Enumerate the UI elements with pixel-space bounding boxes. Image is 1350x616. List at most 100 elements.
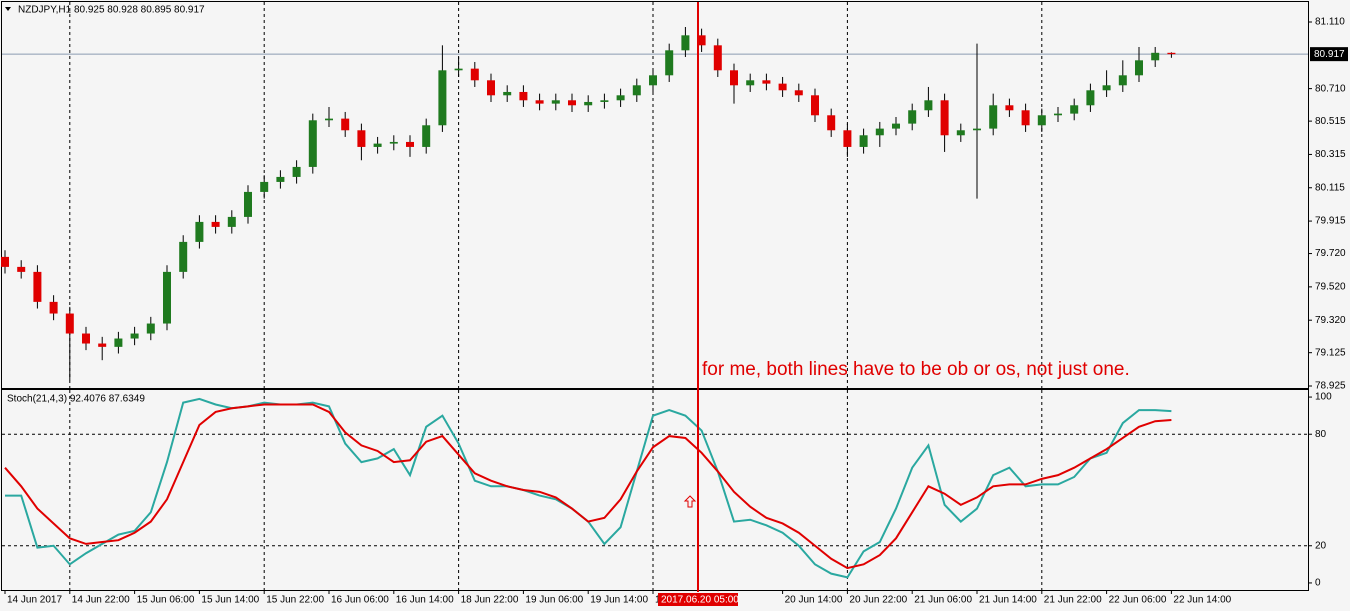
candle-body (584, 101, 593, 106)
candle-body (892, 123, 900, 129)
candle-body (568, 100, 576, 106)
candle-body (778, 83, 787, 91)
cursor-label: 2017.06.20 05:00 (661, 595, 739, 606)
y-tick-label: 79.720 (1315, 248, 1346, 259)
candle-body (519, 91, 528, 101)
plot-layer: 14 Jun 2017 14 Jun 22:00 15 Jun 06:00 15 Ju… (1, 2, 1348, 606)
candle-body (389, 141, 398, 144)
candle-body (1135, 60, 1143, 76)
candle-body (406, 141, 414, 147)
candle-body (17, 266, 26, 272)
candle-body (1070, 105, 1079, 114)
y-tick-label: 79.520 (1315, 282, 1346, 293)
candle-body (276, 176, 285, 182)
candle-body (1102, 85, 1111, 91)
candle-body (227, 216, 236, 227)
candle-body (179, 241, 188, 272)
y-tick-label: 80.710 (1315, 83, 1346, 94)
candle-body (1, 256, 9, 267)
candle-body (82, 333, 90, 344)
y-tick-label: 80.115 (1315, 182, 1345, 193)
candle-body (114, 338, 123, 347)
y-tick-label: 79.915 (1315, 216, 1346, 227)
candle-body (211, 221, 220, 227)
candle-body (373, 143, 382, 147)
current-price-box (1310, 47, 1348, 62)
candle-body (244, 191, 252, 217)
candle-body (681, 35, 690, 51)
candle-body (746, 80, 755, 86)
price-pane (1, 1, 1309, 389)
menu-icon (5, 7, 11, 11)
cursor-label-box (658, 593, 738, 606)
candle-body (470, 68, 479, 81)
candle-body (713, 45, 722, 71)
x-tick-label: 21 Jun 14:00 (979, 595, 1037, 606)
candle-body (989, 105, 998, 129)
y-tick-label: 80.315 (1315, 149, 1346, 160)
x-tick-label: 19 Jun 14:00 (590, 595, 648, 606)
x-tick-label: 14 Jun 2017 (7, 595, 62, 606)
candle-body (130, 333, 139, 339)
candle-body (325, 118, 333, 121)
candle-body (794, 90, 803, 96)
candle-body (1167, 52, 1176, 55)
candle-body (1118, 75, 1127, 86)
stoch-line (4, 403, 1172, 570)
y-tick-label: 20 (1315, 540, 1327, 551)
candle-body (292, 166, 301, 177)
x-tick-label: 19 Jun 06:00 (525, 595, 583, 606)
candle-body (1151, 52, 1160, 61)
candle-body (1086, 90, 1095, 106)
candle-body (146, 323, 155, 334)
candle-body (762, 80, 771, 84)
candle-body (33, 271, 42, 302)
candle-body (600, 100, 609, 102)
candle-body (811, 95, 819, 116)
y-tick-label: 0 (1315, 578, 1321, 589)
y-tick-label: 80 (1315, 429, 1327, 440)
candle-body (422, 125, 431, 147)
x-tick-label: 15 Jun 22:00 (266, 595, 324, 606)
x-tick-label: 20 Jun 22:00 (849, 595, 907, 606)
candle-body (875, 128, 884, 136)
x-tick-label: 15 Jun 14:00 (201, 595, 259, 606)
x-tick-label: 15 Jun 06:00 (137, 595, 195, 606)
x-tick-label: 22 Jun 06:00 (1109, 595, 1167, 606)
candle-body (1037, 115, 1046, 126)
candle-body (1054, 113, 1062, 116)
x-tick-label: 22 Jun 14:00 (1173, 595, 1231, 606)
candle-body (65, 313, 74, 334)
x-tick-label: 20 Jun 14:00 (785, 595, 843, 606)
candle-body (341, 118, 350, 131)
candle-body (551, 100, 560, 104)
x-tick-label: 18 Jun 22:00 (461, 595, 519, 606)
candle-body (649, 75, 657, 86)
x-tick-label: 16 Jun 14:00 (396, 595, 454, 606)
candle-body (308, 120, 317, 167)
y-tick-label: 81.110 (1315, 17, 1345, 28)
annotation: for me, both lines have to be ob or os, … (702, 359, 1130, 380)
arrow-icon (683, 495, 697, 508)
candle-body (908, 110, 917, 124)
candle-body (503, 91, 512, 96)
candle-body (632, 85, 641, 96)
candle-body (195, 221, 204, 242)
candle-body (616, 95, 625, 101)
candle-body (956, 130, 965, 136)
candle-body (1005, 105, 1014, 111)
candle-body (940, 100, 949, 136)
y-tick-label: 80.515 (1315, 116, 1346, 127)
x-tick-label: 21 Jun 06:00 (914, 595, 972, 606)
candle-body (260, 181, 269, 192)
candle-body (859, 135, 868, 147)
y-tick-label: 78.925 (1315, 381, 1346, 392)
candle-body (924, 100, 933, 111)
x-tick-label: 21 Jun 22:00 (1044, 595, 1102, 606)
stoch-title: Stoch(21,4,3) 92.4076 87.6349 (7, 394, 145, 405)
current-price-label: 80.917 (1314, 49, 1345, 60)
x-tick-label: 14 Jun 22:00 (72, 595, 130, 606)
candle-body (697, 35, 706, 46)
